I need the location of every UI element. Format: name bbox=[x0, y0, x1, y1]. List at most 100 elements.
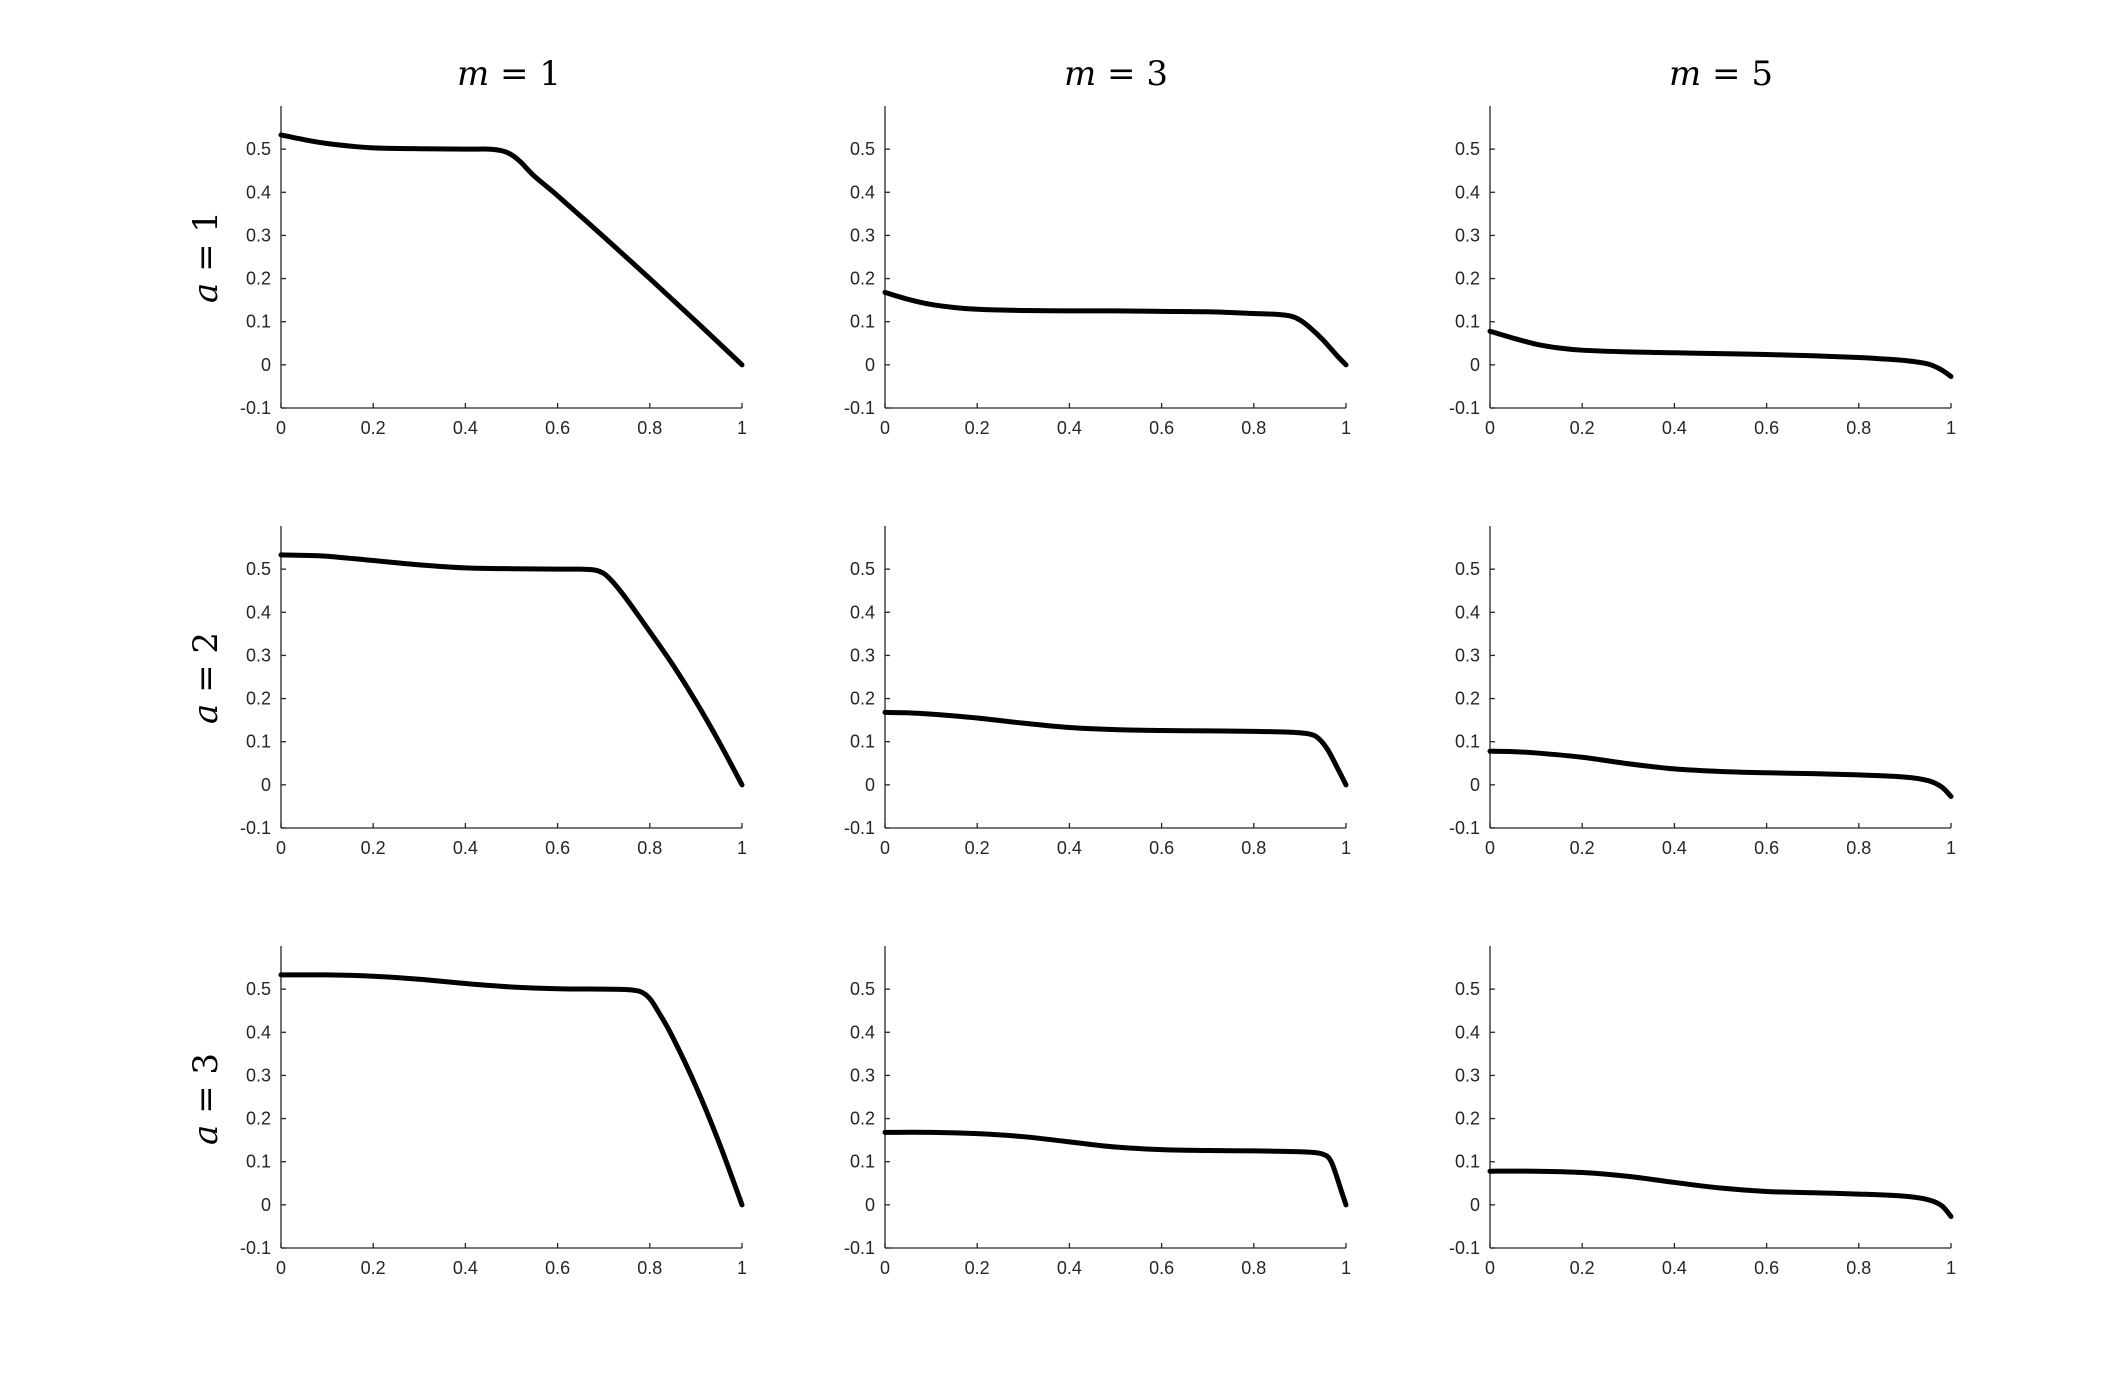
row-label-val: 3 bbox=[186, 1053, 226, 1075]
y-tick-label: 0 bbox=[261, 1195, 271, 1215]
row-label-a-3: a = 3 bbox=[186, 1053, 226, 1145]
y-tick-label: 0.3 bbox=[246, 645, 271, 665]
subplot-1-2: 0 0.2 0.4 0.6 0.8 1-0.100.10.20.30.40.5 bbox=[1449, 526, 1956, 858]
x-tick-label: 0.2 bbox=[1570, 838, 1595, 858]
y-tick-label: 0 bbox=[261, 355, 271, 375]
y-tick-label: 0.5 bbox=[246, 979, 271, 999]
x-tick-label: 0.4 bbox=[453, 838, 478, 858]
x-tick-label: 0.2 bbox=[361, 1258, 386, 1278]
row-label-var: a bbox=[186, 704, 226, 724]
x-tick-label: 0.4 bbox=[1057, 838, 1082, 858]
row-label-eq: = bbox=[186, 233, 226, 283]
series-line bbox=[278, 972, 745, 1208]
x-tick-label: 0.2 bbox=[965, 1258, 990, 1278]
column-title-var: m bbox=[1064, 54, 1096, 94]
subplot-2-1: 0 0.2 0.4 0.6 0.8 1-0.100.10.20.30.40.5 bbox=[844, 946, 1351, 1278]
y-tick-label: 0 bbox=[1470, 1195, 1480, 1215]
y-tick-label: 0.1 bbox=[850, 732, 875, 752]
x-tick-label: 0.8 bbox=[637, 838, 662, 858]
y-tick-label: 0 bbox=[261, 775, 271, 795]
series-line bbox=[1487, 1168, 1954, 1220]
y-tick-label: -0.1 bbox=[1449, 1238, 1480, 1258]
y-tick-label: 0.5 bbox=[1455, 979, 1480, 999]
y-tick-label: 0.5 bbox=[850, 139, 875, 159]
x-tick-label: 1 bbox=[1341, 418, 1351, 438]
x-tick-label: 0.8 bbox=[1241, 838, 1266, 858]
x-tick-label: 0.4 bbox=[453, 418, 478, 438]
x-tick-label: 1 bbox=[737, 1258, 747, 1278]
series-line bbox=[278, 132, 745, 368]
y-tick-label: 0.2 bbox=[246, 689, 271, 709]
y-tick-label: 0.5 bbox=[1455, 559, 1480, 579]
y-tick-label: 0.3 bbox=[246, 1065, 271, 1085]
row-label-var: a bbox=[186, 283, 226, 303]
y-tick-label: 0.2 bbox=[1455, 269, 1480, 289]
x-tick-label: 0.8 bbox=[1241, 1258, 1266, 1278]
column-title-m-3: m = 3 bbox=[1064, 54, 1168, 94]
series-line bbox=[882, 289, 1349, 368]
x-tick-label: 0.2 bbox=[965, 418, 990, 438]
y-tick-label: -0.1 bbox=[240, 818, 271, 838]
row-label-val: 2 bbox=[186, 632, 226, 654]
x-tick-label: 0.4 bbox=[1662, 418, 1687, 438]
y-tick-label: 0 bbox=[865, 355, 875, 375]
y-tick-label: 0.4 bbox=[850, 182, 875, 202]
subplot-0-1: 0 0.2 0.4 0.6 0.8 1-0.100.10.20.30.40.5 bbox=[844, 106, 1351, 438]
x-tick-label: 1 bbox=[1946, 1258, 1956, 1278]
x-tick-label: 0.4 bbox=[453, 1258, 478, 1278]
x-tick-label: 0.6 bbox=[1149, 838, 1174, 858]
y-tick-label: 0.4 bbox=[1455, 182, 1480, 202]
y-tick-label: -0.1 bbox=[240, 1238, 271, 1258]
y-tick-label: 0.2 bbox=[246, 269, 271, 289]
x-tick-label: 0.8 bbox=[1846, 838, 1871, 858]
x-tick-label: 0.4 bbox=[1057, 418, 1082, 438]
x-tick-label: 0.6 bbox=[1754, 418, 1779, 438]
subplot-2-0: 0 0.2 0.4 0.6 0.8 1-0.100.10.20.30.40.5 bbox=[240, 946, 747, 1278]
y-tick-label: 0 bbox=[1470, 355, 1480, 375]
y-tick-label: 0.3 bbox=[850, 645, 875, 665]
row-label-a-2: a = 2 bbox=[186, 632, 226, 724]
column-title-eq: = bbox=[1096, 54, 1146, 94]
x-tick-label: 1 bbox=[737, 838, 747, 858]
x-tick-label: 0 bbox=[880, 418, 890, 438]
y-tick-label: 0.2 bbox=[1455, 1109, 1480, 1129]
row-label-eq: = bbox=[186, 654, 226, 704]
y-tick-label: -0.1 bbox=[1449, 398, 1480, 418]
x-tick-label: 0 bbox=[880, 838, 890, 858]
y-tick-label: 0.4 bbox=[850, 1022, 875, 1042]
x-tick-label: 0 bbox=[1485, 838, 1495, 858]
x-tick-label: 0.6 bbox=[1149, 418, 1174, 438]
y-tick-label: 0.1 bbox=[1455, 312, 1480, 332]
series-line bbox=[882, 1129, 1349, 1208]
x-tick-label: 1 bbox=[737, 418, 747, 438]
row-label-var: a bbox=[186, 1125, 226, 1145]
series-line bbox=[1487, 748, 1954, 800]
y-tick-label: 0.5 bbox=[1455, 139, 1480, 159]
y-tick-label: 0.3 bbox=[1455, 1065, 1480, 1085]
x-tick-label: 1 bbox=[1946, 838, 1956, 858]
x-tick-label: 0.2 bbox=[361, 418, 386, 438]
x-tick-label: 0 bbox=[276, 418, 286, 438]
x-tick-label: 0.6 bbox=[1754, 1258, 1779, 1278]
y-tick-label: 0.2 bbox=[850, 1109, 875, 1129]
y-tick-label: -0.1 bbox=[844, 818, 875, 838]
y-tick-label: 0.1 bbox=[246, 1152, 271, 1172]
y-tick-label: 0.5 bbox=[850, 979, 875, 999]
y-tick-label: 0.4 bbox=[246, 182, 271, 202]
x-tick-label: 0.2 bbox=[361, 838, 386, 858]
subplot-0-2: 0 0.2 0.4 0.6 0.8 1-0.100.10.20.30.40.5 bbox=[1449, 106, 1956, 438]
x-tick-label: 0.2 bbox=[1570, 418, 1595, 438]
column-title-eq: = bbox=[489, 54, 539, 94]
y-tick-label: 0.3 bbox=[850, 225, 875, 245]
x-tick-label: 0 bbox=[1485, 1258, 1495, 1278]
x-tick-label: 0.8 bbox=[637, 1258, 662, 1278]
y-tick-label: 0.3 bbox=[1455, 645, 1480, 665]
x-tick-label: 0.8 bbox=[1846, 1258, 1871, 1278]
column-title-val: 1 bbox=[539, 54, 561, 94]
y-tick-label: 0.1 bbox=[850, 1152, 875, 1172]
column-title-var: m bbox=[1669, 54, 1701, 94]
y-tick-label: 0.1 bbox=[1455, 1152, 1480, 1172]
row-label-val: 1 bbox=[186, 211, 226, 233]
x-tick-label: 0.2 bbox=[1570, 1258, 1595, 1278]
